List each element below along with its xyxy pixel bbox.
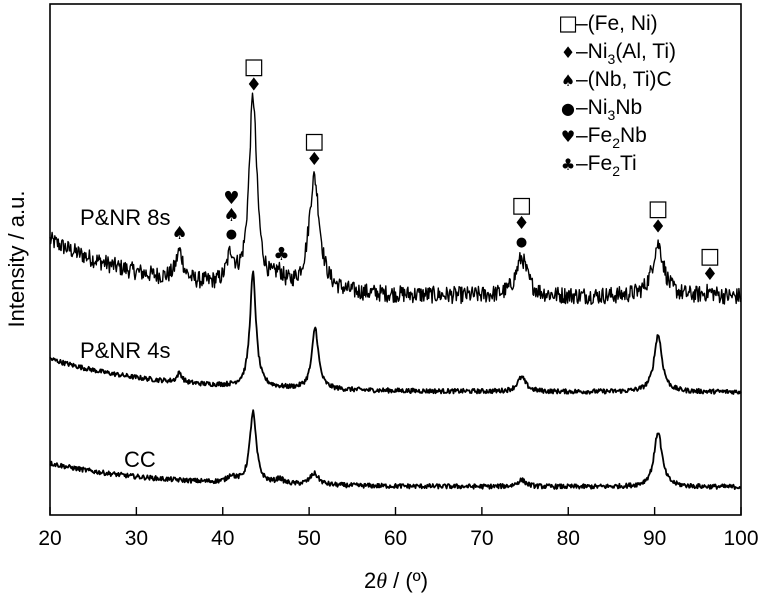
series-label-0: P&NR 8s <box>80 205 170 230</box>
legend-entry-label: –(Fe, Ni) <box>576 12 658 35</box>
peak-marker: □ <box>304 129 325 154</box>
x-axis-ticks: 20 30 40 50 60 70 80 90 100 <box>38 507 759 550</box>
peak-marker: □ <box>243 54 264 79</box>
legend-entry-label: –Ni3(Al, Ti) <box>576 40 676 67</box>
series-labels: P&NR 8s P&NR 4s CC <box>80 205 170 472</box>
legend-entry-label: –Fe2Ti <box>576 152 637 179</box>
legend-entry-label: –(Nb, Ti)C <box>576 68 672 91</box>
x-tick-label: 30 <box>125 527 148 550</box>
series-traces <box>49 92 742 491</box>
series-line-2 <box>49 409 742 491</box>
legend-label-main: –Ni <box>576 96 608 119</box>
legend-label-subscript: 2 <box>612 163 620 179</box>
peak-marker: ♠ <box>223 205 239 226</box>
legend-label-rest: Nb <box>615 96 642 119</box>
x-tick-label: 40 <box>211 527 234 550</box>
legend-symbol: ♥ <box>561 127 575 146</box>
peak-markers: ♦□♦□●♦□♦□♦□♠ ●♠♥♣ <box>171 54 720 285</box>
legend-label-subscript: 2 <box>612 135 620 151</box>
legend-label-subscript: 3 <box>608 107 616 123</box>
legend-label-main: –(Fe, Ni) <box>576 12 658 35</box>
legend-label-main: –Ni <box>576 40 608 63</box>
peak-marker: ♥ <box>223 188 239 209</box>
x-tick-label: 20 <box>38 527 61 550</box>
x-tick-label: 70 <box>470 527 493 550</box>
legend-label-rest: Ti <box>620 152 637 175</box>
x-tick-label: 90 <box>643 527 666 550</box>
legend-label-rest: (Al, Ti) <box>615 40 676 63</box>
legend: □–(Fe, Ni)♦ –Ni3(Al, Ti)♠ –(Nb, Ti)C● –Ni3N… <box>558 11 676 179</box>
legend-label-subscript: 3 <box>608 51 616 67</box>
peak-marker: ♦ <box>514 213 530 234</box>
series-line-1 <box>49 270 742 395</box>
legend-symbol: ♠ <box>561 71 575 90</box>
legend-entry-label: –Fe2Nb <box>576 124 647 151</box>
series-line-0 <box>49 92 742 305</box>
x-axis-label-prefix: 2 <box>364 568 376 593</box>
peak-marker: □ <box>648 196 669 221</box>
legend-symbol: □ <box>558 11 578 35</box>
peak-marker: ♦ <box>650 216 666 237</box>
peak-marker: ♦ <box>306 149 322 170</box>
legend-symbol: ♣ <box>561 155 575 174</box>
x-axis-label-symbol: θ <box>376 568 387 593</box>
peak-marker: □ <box>511 193 532 218</box>
legend-label-main: –Fe <box>576 124 612 147</box>
x-axis-label: 2θ / (º) <box>364 568 428 593</box>
legend-symbol: ● <box>561 99 575 118</box>
series-label-2: CC <box>124 447 156 472</box>
peak-marker: ♦ <box>246 74 262 95</box>
y-axis-label: Intensity / a.u. <box>4 191 29 328</box>
x-tick-label: 100 <box>723 527 758 550</box>
legend-label-main: –(Nb, Ti)C <box>576 68 672 91</box>
peak-marker: ● <box>516 235 527 250</box>
peak-marker: ♣ <box>273 244 289 265</box>
x-tick-label: 50 <box>297 527 320 550</box>
legend-label-main: –Fe <box>576 152 612 175</box>
x-tick-label: 60 <box>384 527 407 550</box>
series-label-1: P&NR 4s <box>80 338 170 363</box>
peak-marker: ♠ <box>171 223 187 244</box>
x-axis-label-suffix: / (º) <box>387 568 428 593</box>
peak-marker: □ <box>700 244 721 269</box>
peak-marker: ♦ <box>702 264 718 285</box>
legend-entry-label: –Ni3Nb <box>576 96 642 123</box>
x-tick-label: 80 <box>557 527 580 550</box>
legend-symbol: ♦ <box>561 43 575 62</box>
legend-label-rest: Nb <box>620 124 647 147</box>
peak-marker: ● <box>226 227 237 242</box>
